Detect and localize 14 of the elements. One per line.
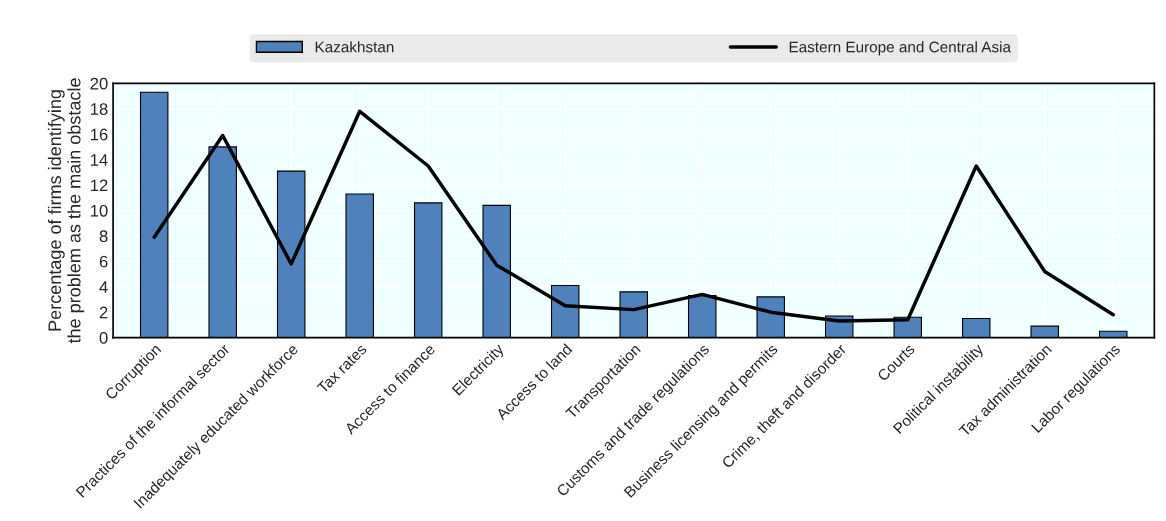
y-tick-label: 18 <box>90 103 108 115</box>
y-tick-label: 0 <box>99 332 108 344</box>
legend-label: Eastern Europe and Central Asia <box>789 41 1012 56</box>
y-tick-label: 8 <box>99 230 108 243</box>
y-tick-label: 16 <box>90 128 108 141</box>
y-axis-title: Percentage of firms identifying the problem as the main obstacle <box>47 78 85 344</box>
y-tick-label: 2 <box>99 306 108 319</box>
y-tick-label: 14 <box>90 154 108 166</box>
y-tick-label: 20 <box>90 77 108 90</box>
y-tick-label: 4 <box>99 281 108 293</box>
y-tick-label: 12 <box>90 179 108 192</box>
y-tick-label: 10 <box>90 204 108 217</box>
legend-label: Kazakhstan <box>315 41 394 53</box>
y-tick-label: 6 <box>99 255 108 268</box>
